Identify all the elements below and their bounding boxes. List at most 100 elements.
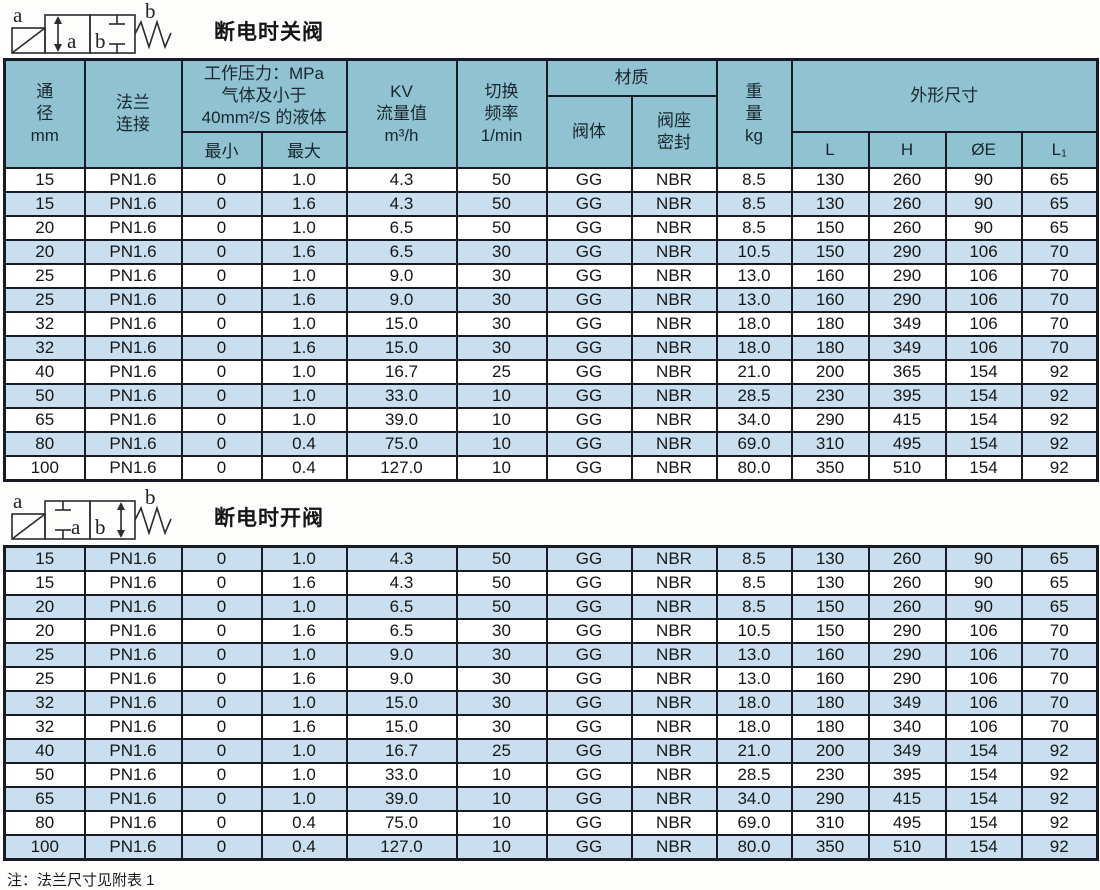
table-cell: 50 [455,214,548,241]
table-cell: 92 [1020,358,1099,385]
table-cell: 200 [790,737,870,764]
table-row: 15 PN1.6 0 1.6 4.3 50 GG NBR 8.5 130 260 90 65 [3,190,1099,217]
table-cell: 25 [3,262,86,289]
table-cell: GG [545,641,633,668]
table-cell: 15 [3,166,86,193]
table-cell: 130 [790,545,870,572]
table-cell: 70 [1020,262,1099,289]
table-cell: 0 [180,334,263,361]
table-cell: PN1.6 [83,689,183,716]
table-cell: 260 [867,593,947,620]
table-cell: 0 [180,358,263,385]
table-cell: 154 [944,785,1023,812]
table-cell: GG [545,262,633,289]
table-cell: 1.6 [260,617,348,644]
table-cell: 30 [455,665,548,692]
table-cell: 50 [455,545,548,572]
table-cell: 395 [867,382,947,409]
table-cell: 9.0 [345,641,458,668]
table-cell: GG [545,334,633,361]
table-cell: GG [545,761,633,788]
table-cell: 92 [1020,454,1099,481]
table-cell: 260 [867,190,947,217]
table-cell: GG [545,238,633,265]
port-label-b: b [145,3,156,23]
table-cell: 92 [1020,809,1099,836]
col-header-diameter: 通 径 mm [3,58,86,169]
table-cell: NBR [630,454,718,481]
col-header-dim-l: L [790,130,870,169]
table-cell: 16.7 [345,737,458,764]
table-cell: 6.5 [345,238,458,265]
port-label-a: a [71,515,81,539]
table-cell: GG [545,617,633,644]
table-row: 32 PN1.6 0 1.6 15.0 30 GG NBR 18.0 180 349 106 70 [3,334,1099,361]
table-cell: 8.5 [715,190,793,217]
table-cell: 1.0 [260,214,348,241]
table-cell: 154 [944,809,1023,836]
table-cell: 130 [790,166,870,193]
table-cell: 70 [1020,334,1099,361]
table-cell: NBR [630,214,718,241]
table-cell: 70 [1020,713,1099,740]
table-cell: 10 [455,785,548,812]
table-cell: 50 [455,593,548,620]
col-header-dim-h: H [867,130,947,169]
table-cell: 150 [790,617,870,644]
table-cell: GG [545,833,633,860]
table-cell: 349 [867,737,947,764]
table-row: 20 PN1.6 0 1.0 6.5 50 GG NBR 8.5 150 260 90 65 [3,593,1099,620]
table-cell: GG [545,214,633,241]
table-cell: 13.0 [715,262,793,289]
table-cell: 230 [790,382,870,409]
table-cell: 70 [1020,617,1099,644]
table-cell: GG [545,454,633,481]
table-cell: PN1.6 [83,665,183,692]
table-cell: 8.5 [715,545,793,572]
table-cell: 310 [790,809,870,836]
table-cell: NBR [630,166,718,193]
table-cell: 100 [3,833,86,860]
table-cell: PN1.6 [83,214,183,241]
table-cell: 180 [790,334,870,361]
table-cell: 1.0 [260,406,348,433]
table-cell: PN1.6 [83,593,183,620]
table-cell: 70 [1020,286,1099,313]
table-cell: 340 [867,713,947,740]
port-label-a: a [13,3,23,27]
table-cell: 106 [944,617,1023,644]
spec-table-open: 15 PN1.6 0 1.0 4.3 50 GG NBR 8.5 130 260 90 65 15 PN1.… [3,544,1099,861]
table-cell: 0 [180,593,263,620]
table-cell: 92 [1020,737,1099,764]
valve-symbol-deenergized-open-icon: a a b b [11,489,172,540]
table-cell: NBR [630,358,718,385]
table-cell: 25 [3,286,86,313]
table-row: 40 PN1.6 0 1.0 16.7 25 GG NBR 21.0 200 349 154 92 [3,737,1099,764]
spec-table-closed-body: 15 PN1.6 0 1.0 4.3 50 GG NBR 8.5 130 260 90 65 15 PN1.… [3,166,1099,481]
table-cell: 0 [180,214,263,241]
table-cell: 0 [180,617,263,644]
table-cell: 13.0 [715,641,793,668]
table-cell: 30 [455,334,548,361]
table-cell: 1.0 [260,737,348,764]
table-row: 25 PN1.6 0 1.0 9.0 30 GG NBR 13.0 160 290 106 70 [3,262,1099,289]
table-row: 20 PN1.6 0 1.6 6.5 30 GG NBR 10.5 150 290 106 70 [3,617,1099,644]
table-cell: 1.0 [260,310,348,337]
table-cell: 90 [944,166,1023,193]
table-cell: 70 [1020,665,1099,692]
table-cell: PN1.6 [83,286,183,313]
table-cell: 0.4 [260,809,348,836]
table-cell: 70 [1020,641,1099,668]
table-cell: 28.5 [715,382,793,409]
table-cell: 90 [944,569,1023,596]
table-cell: NBR [630,310,718,337]
table-cell: 0.4 [260,430,348,457]
table-cell: 8.5 [715,569,793,596]
table-cell: 90 [944,545,1023,572]
table-cell: PN1.6 [83,713,183,740]
table-cell: PN1.6 [83,190,183,217]
table-cell: 0 [180,665,263,692]
table-cell: 0 [180,382,263,409]
table-cell: 0 [180,809,263,836]
table-cell: PN1.6 [83,238,183,265]
